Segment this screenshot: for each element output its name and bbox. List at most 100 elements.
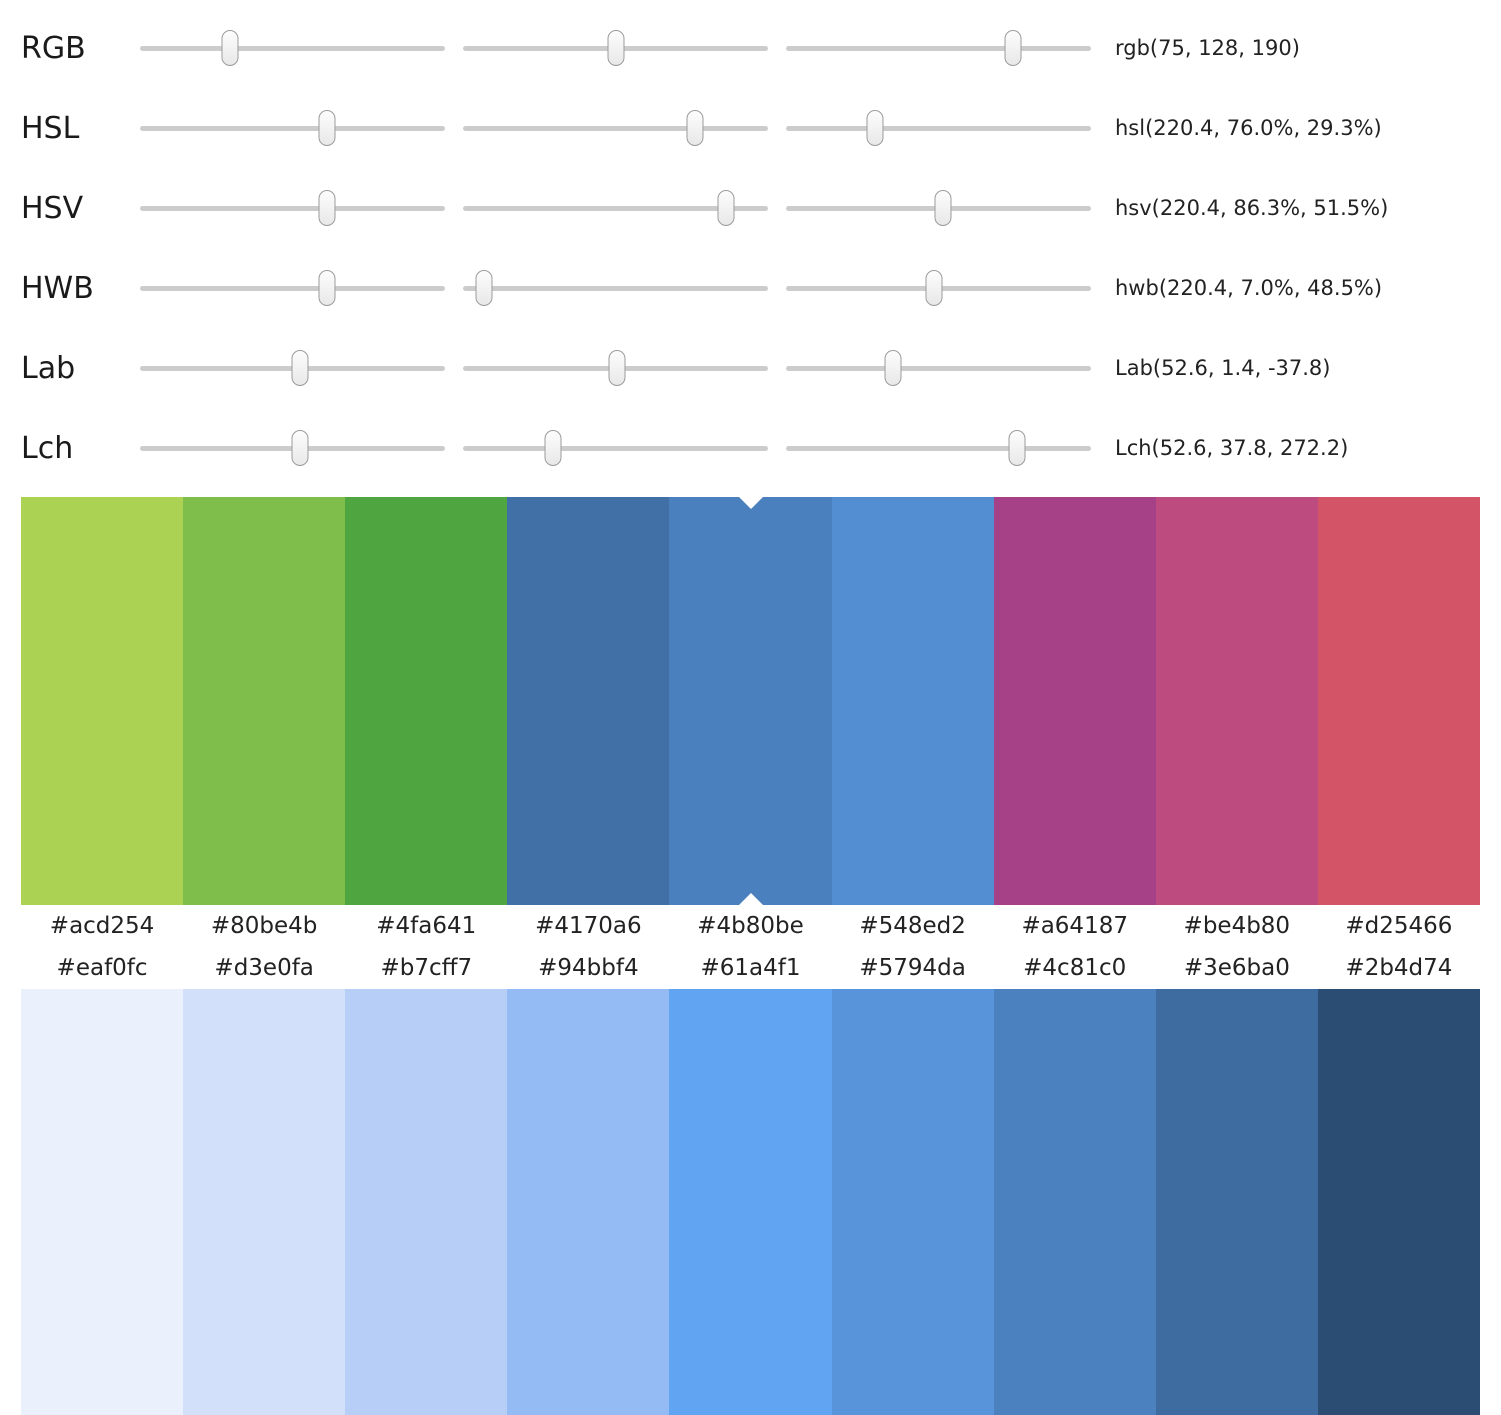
slider-thumb[interactable]	[1004, 30, 1022, 66]
slider-value: rgb(75, 128, 190)	[1115, 36, 1300, 60]
shade-swatch-hex-label: #4c81c0	[1023, 955, 1127, 981]
slider-row-label: HWB	[21, 270, 94, 306]
hue-swatch-selected[interactable]	[669, 497, 832, 905]
slider-thumb[interactable]	[1008, 430, 1026, 466]
shade-swatch-hex-label: #5794da	[859, 955, 966, 981]
slider-row-label: HSL	[21, 110, 80, 146]
slider-thumb[interactable]	[291, 350, 309, 386]
slider-thumb[interactable]	[318, 190, 336, 226]
slider-track[interactable]	[463, 270, 768, 306]
slider-row-lch: Lch Lch(52.6, 37.8, 272.2)	[21, 408, 1480, 488]
slider-track[interactable]	[786, 30, 1091, 66]
slider-thumb[interactable]	[608, 350, 626, 386]
slider-track[interactable]	[463, 430, 768, 466]
hue-swatch[interactable]	[1317, 497, 1480, 905]
shade-swatch-hex-label: #61a4f1	[700, 955, 801, 981]
slider-track[interactable]	[786, 430, 1091, 466]
slider-tracks	[140, 350, 1091, 386]
shade-swatch-hex-label: #3e6ba0	[1183, 955, 1290, 981]
shade-swatch-hex-label: #b7cff7	[380, 955, 473, 981]
slider-thumb[interactable]	[475, 270, 493, 306]
slider-value: Lch(52.6, 37.8, 272.2)	[1115, 436, 1349, 460]
slider-thumb[interactable]	[544, 430, 562, 466]
color-sliders-panel: RGB rgb(75, 128, 190) HSL hsl(220.4, 76.…	[0, 0, 1501, 488]
slider-tracks	[140, 110, 1091, 146]
shade-swatch[interactable]	[21, 989, 184, 1415]
hue-swatch[interactable]	[21, 497, 184, 905]
slider-row-label: Lch	[21, 430, 74, 466]
shade-swatch[interactable]	[345, 989, 508, 1415]
slider-thumb[interactable]	[291, 430, 309, 466]
slider-tracks	[140, 270, 1091, 306]
hue-swatch[interactable]	[1155, 497, 1318, 905]
slider-track[interactable]	[786, 270, 1091, 306]
hue-swatch-hex-label: #acd254	[49, 913, 155, 939]
shade-hex-labels: #eaf0fc #d3e0fa #b7cff7 #94bbf4 #61a4f1 …	[21, 947, 1480, 989]
hue-swatch-hex-label: #a64187	[1021, 913, 1128, 939]
slider-row-label: RGB	[21, 30, 86, 66]
slider-tracks	[140, 30, 1091, 66]
slider-track[interactable]	[786, 110, 1091, 146]
slider-track[interactable]	[463, 350, 768, 386]
slider-track[interactable]	[140, 110, 445, 146]
slider-track[interactable]	[140, 30, 445, 66]
slider-thumb[interactable]	[925, 270, 943, 306]
shade-palette	[21, 989, 1480, 1415]
hue-swatch-hex-label: #4b80be	[697, 913, 804, 939]
slider-row-hsl: HSL hsl(220.4, 76.0%, 29.3%)	[21, 88, 1480, 168]
slider-track[interactable]	[140, 270, 445, 306]
hue-swatch[interactable]	[183, 497, 346, 905]
slider-row-hsv: HSV hsv(220.4, 86.3%, 51.5%)	[21, 168, 1480, 248]
hue-swatch-hex-label: #80be4b	[210, 913, 318, 939]
slider-tracks	[140, 190, 1091, 226]
slider-thumb[interactable]	[318, 270, 336, 306]
hue-palette	[21, 497, 1480, 905]
palettes-section: #acd254 #80be4b #4fa641 #4170a6 #4b80be …	[21, 497, 1480, 1415]
slider-track[interactable]	[140, 430, 445, 466]
slider-track[interactable]	[786, 190, 1091, 226]
slider-track[interactable]	[463, 30, 768, 66]
hue-swatch-hex-label: #be4b80	[1183, 913, 1291, 939]
slider-thumb[interactable]	[717, 190, 735, 226]
slider-row-lab: Lab Lab(52.6, 1.4, -37.8)	[21, 328, 1480, 408]
slider-thumb[interactable]	[221, 30, 239, 66]
shade-swatch[interactable]	[669, 989, 832, 1415]
slider-track[interactable]	[463, 190, 768, 226]
slider-track[interactable]	[140, 350, 445, 386]
hue-swatch-hex-label: #d25466	[1345, 913, 1453, 939]
shade-swatch[interactable]	[1317, 989, 1480, 1415]
slider-track[interactable]	[140, 190, 445, 226]
shade-swatch-hex-label: #94bbf4	[538, 955, 639, 981]
shade-swatch-hex-label: #d3e0fa	[214, 955, 314, 981]
hue-swatch-hex-label: #4170a6	[535, 913, 642, 939]
shade-swatch-hex-label: #eaf0fc	[56, 955, 148, 981]
shade-swatch[interactable]	[993, 989, 1156, 1415]
hue-swatch[interactable]	[831, 497, 994, 905]
slider-thumb[interactable]	[934, 190, 952, 226]
hue-swatch[interactable]	[993, 497, 1156, 905]
slider-value: hwb(220.4, 7.0%, 48.5%)	[1115, 276, 1383, 300]
slider-thumb[interactable]	[866, 110, 884, 146]
slider-thumb[interactable]	[318, 110, 336, 146]
slider-track[interactable]	[463, 110, 768, 146]
slider-thumb[interactable]	[686, 110, 704, 146]
shade-swatch[interactable]	[831, 989, 994, 1415]
slider-row-hwb: HWB hwb(220.4, 7.0%, 48.5%)	[21, 248, 1480, 328]
slider-thumb[interactable]	[607, 30, 625, 66]
slider-tracks	[140, 430, 1091, 466]
slider-track[interactable]	[786, 350, 1091, 386]
slider-row-rgb: RGB rgb(75, 128, 190)	[21, 8, 1480, 88]
slider-row-label: HSV	[21, 190, 84, 226]
shade-swatch[interactable]	[183, 989, 346, 1415]
slider-value: hsl(220.4, 76.0%, 29.3%)	[1115, 116, 1382, 140]
shade-swatch[interactable]	[1155, 989, 1318, 1415]
slider-row-label: Lab	[21, 350, 76, 386]
shade-swatch[interactable]	[507, 989, 670, 1415]
hue-swatch-hex-label: #548ed2	[859, 913, 966, 939]
slider-thumb[interactable]	[884, 350, 902, 386]
hue-swatch[interactable]	[345, 497, 508, 905]
hue-swatch[interactable]	[507, 497, 670, 905]
slider-value: hsv(220.4, 86.3%, 51.5%)	[1115, 196, 1389, 220]
shade-swatch-hex-label: #2b4d74	[1345, 955, 1453, 981]
hue-swatch-hex-label: #4fa641	[376, 913, 477, 939]
